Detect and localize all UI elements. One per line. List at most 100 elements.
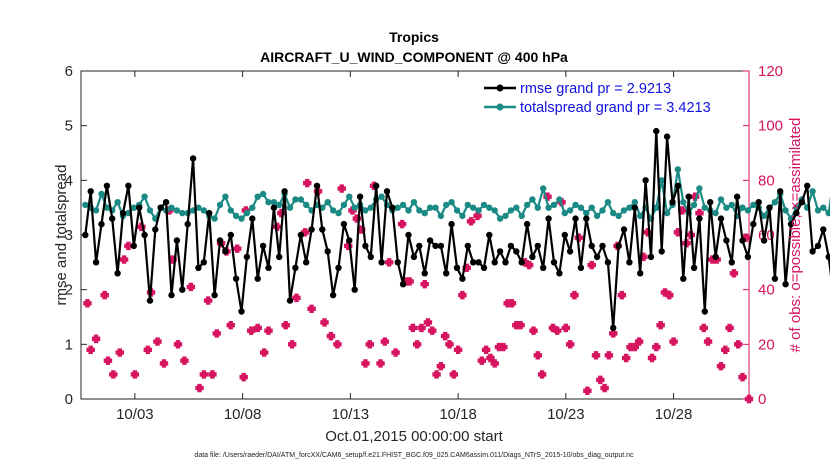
rmse-point — [702, 308, 708, 314]
rmse-point — [335, 265, 341, 271]
rmse-point — [486, 232, 492, 238]
rmse-point — [562, 232, 568, 238]
rmse-point — [540, 265, 546, 271]
totalspread-point — [729, 202, 735, 208]
x-axis-label: Oct.01,2015 00:00:00 start — [325, 428, 503, 445]
rmse-point — [346, 237, 352, 243]
rmse-point — [233, 276, 239, 282]
rmse-point — [481, 265, 487, 271]
rmse-point — [114, 270, 120, 276]
totalspread-point — [411, 199, 417, 205]
totalspread-point — [217, 202, 223, 208]
totalspread-point — [422, 210, 428, 216]
rmse-point — [712, 254, 718, 260]
rmse-point — [492, 259, 498, 265]
rmse-point — [362, 243, 368, 249]
rmse-point — [82, 232, 88, 238]
rmse-point — [411, 254, 417, 260]
totalspread-point — [772, 199, 778, 205]
rmse-point — [680, 276, 686, 282]
rmse-point — [201, 259, 207, 265]
y-right-tick-label: 80 — [758, 172, 775, 189]
rmse-point — [669, 199, 675, 205]
totalspread-point — [378, 194, 384, 200]
rmse-point — [508, 243, 514, 249]
rmse-point — [228, 232, 234, 238]
rmse-point — [341, 221, 347, 227]
rmse-point — [378, 259, 384, 265]
totalspread-point — [519, 213, 525, 219]
rmse-point — [583, 215, 589, 221]
rmse-point — [185, 221, 191, 227]
rmse-point — [578, 265, 584, 271]
totalspread-point — [529, 196, 535, 202]
rmse-point — [281, 188, 287, 194]
rmse-point — [804, 183, 810, 189]
rmse-point — [179, 287, 185, 293]
rmse-point — [287, 297, 293, 303]
rmse-point — [93, 259, 99, 265]
y-left-tick-label: 0 — [65, 391, 73, 408]
rmse-point — [594, 254, 600, 260]
rmse-point — [244, 254, 250, 260]
totalspread-point — [475, 207, 481, 213]
rmse-point — [675, 183, 681, 189]
chart-title: Tropics — [389, 29, 439, 45]
totalspread-point — [335, 210, 341, 216]
y-right-tick-label: 0 — [758, 391, 766, 408]
y-left-tick-label: 5 — [65, 118, 73, 135]
totalspread-point — [632, 199, 638, 205]
totalspread-point — [578, 205, 584, 211]
totalspread-point — [535, 205, 541, 211]
totalspread-point — [352, 205, 358, 211]
rmse-point — [729, 259, 735, 265]
rmse-point — [120, 210, 126, 216]
rmse-point — [648, 254, 654, 260]
rmse-point — [605, 259, 611, 265]
totalspread-point — [228, 207, 234, 213]
rmse-point — [610, 325, 616, 331]
rmse-point — [352, 287, 358, 293]
totalspread-point — [98, 191, 104, 197]
rmse-point — [373, 183, 379, 189]
rmse-point — [98, 221, 104, 227]
rmse-point — [820, 226, 826, 232]
totalspread-point — [545, 205, 551, 211]
rmse-point — [308, 226, 314, 232]
x-tick-label: 10/28 — [655, 406, 693, 423]
rmse-point — [809, 248, 815, 254]
totalspread-point — [341, 202, 347, 208]
rmse-point — [260, 243, 266, 249]
rmse-point — [659, 248, 665, 254]
totalspread-point — [583, 210, 589, 216]
rmse-point — [438, 243, 444, 249]
rmse-point — [745, 254, 751, 260]
totalspread-point — [615, 213, 621, 219]
rmse-point — [292, 265, 298, 271]
totalspread-point — [249, 205, 255, 211]
rmse-point — [238, 308, 244, 314]
rmse-point — [319, 226, 325, 232]
totalspread-point — [610, 210, 616, 216]
rmse-point — [529, 254, 535, 260]
rmse-point — [416, 243, 422, 249]
totalspread-point — [492, 207, 498, 213]
rmse-point — [513, 248, 519, 254]
rmse-point — [136, 205, 142, 211]
rmse-point — [535, 243, 541, 249]
rmse-point — [766, 205, 772, 211]
totalspread-point — [114, 199, 120, 205]
legend: rmse grand pr = 2.9213 totalspread grand… — [478, 78, 746, 118]
rmse-point — [556, 270, 562, 276]
rmse-point — [389, 205, 395, 211]
rmse-point — [815, 243, 821, 249]
rmse-point — [125, 183, 131, 189]
rmse-point — [637, 270, 643, 276]
rmse-point — [524, 221, 530, 227]
totalspread-point — [664, 210, 670, 216]
y-axis-label-right: # of obs: o=possible; ×=assimilated — [787, 118, 804, 353]
y-right-tick-label: 20 — [758, 336, 775, 353]
chart-subtitle: AIRCRAFT_U_WIND_COMPONENT @ 400 hPa — [260, 49, 568, 65]
totalspread-point — [400, 202, 406, 208]
rmse-point — [502, 259, 508, 265]
